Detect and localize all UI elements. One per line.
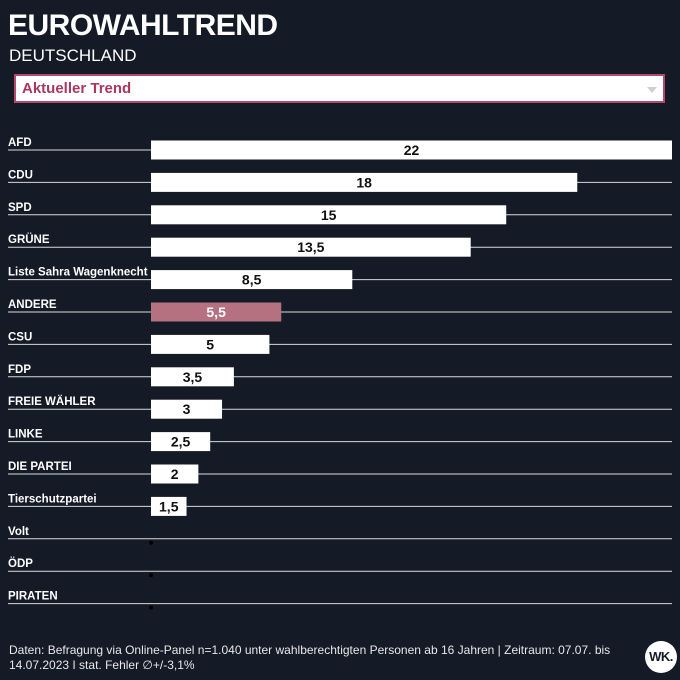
- party-label-volt: Volt: [8, 526, 29, 538]
- bar-cdu: [151, 172, 578, 192]
- party-label-afd: AFD: [8, 137, 32, 149]
- chevron-down-icon: [647, 87, 657, 93]
- value-label-andere: 5,5: [206, 304, 226, 320]
- bar-fdp: [151, 367, 234, 387]
- party-label-tierschutzpartei: Tierschutzpartei: [8, 493, 97, 505]
- value-label-tierschutzpartei: 1,5: [159, 498, 179, 514]
- party-label-andere: ANDERE: [8, 299, 57, 311]
- trend-select-dropdown[interactable]: Aktueller Trend: [14, 74, 665, 103]
- value-label-freie-w-hler: 3: [183, 401, 191, 417]
- bar-csu: [151, 334, 270, 354]
- brand-logo: WK.: [645, 641, 677, 673]
- zero-marker-volt: [149, 540, 153, 545]
- value-label-liste-sahra-wagenknecht: 8,5: [242, 272, 262, 288]
- value-label-cdu: 18: [356, 174, 372, 190]
- party-label-gr-ne: GRÜNE: [8, 233, 50, 246]
- bar-die-partei: [151, 464, 199, 484]
- value-label-linke: 2,5: [171, 434, 191, 450]
- bar-tierschutzpartei: [151, 496, 187, 516]
- party-label-cdu: CDU: [8, 169, 33, 181]
- party-label-linke: LINKE: [8, 429, 43, 441]
- bar-liste-sahra-wagenknecht: [151, 270, 353, 290]
- bar-spd: [151, 205, 507, 225]
- bar-gr-ne: [151, 237, 471, 257]
- party-label-spd: SPD: [8, 202, 32, 214]
- party-label-piraten: PIRATEN: [8, 591, 58, 603]
- zero-marker-piraten: [149, 605, 153, 610]
- bar-freie-w-hler: [151, 399, 223, 419]
- value-label-csu: 5: [206, 336, 214, 352]
- party-label-die-partei: DIE PARTEI: [8, 461, 72, 473]
- chart-subtitle: DEUTSCHLAND: [9, 46, 137, 65]
- value-label-afd: 22: [404, 142, 420, 158]
- party-label-liste-sahra-wagenknecht: Liste Sahra Wagenknecht: [8, 267, 148, 279]
- bar-afd: [151, 140, 672, 160]
- party-label-dp: ÖDP: [8, 557, 33, 570]
- zero-marker-dp: [149, 573, 153, 578]
- value-label-gr-ne: 13,5: [297, 239, 324, 255]
- party-label-fdp: FDP: [8, 364, 31, 376]
- bar-linke: [151, 432, 211, 452]
- bar-andere: [151, 302, 282, 322]
- chart-title: EUROWAHLTREND: [8, 9, 278, 42]
- value-label-spd: 15: [321, 207, 337, 223]
- party-label-csu: CSU: [8, 331, 32, 343]
- dropdown-selected-value: Aktueller Trend: [22, 80, 132, 97]
- source-note: Daten: Befragung via Online-Panel n=1.04…: [9, 643, 611, 672]
- value-label-die-partei: 2: [171, 466, 179, 482]
- value-label-fdp: 3,5: [183, 369, 203, 385]
- party-label-freie-w-hler: FREIE WÄHLER: [8, 395, 96, 408]
